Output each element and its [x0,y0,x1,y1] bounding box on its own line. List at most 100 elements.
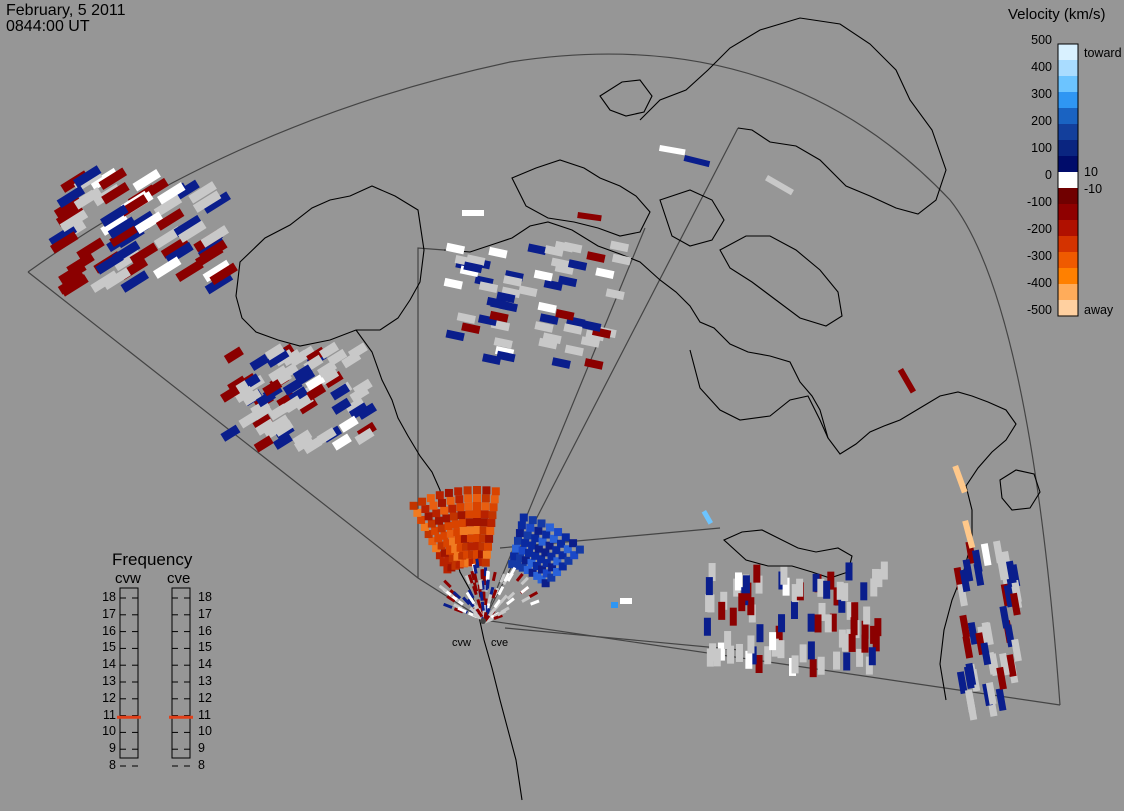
echo-cell [527,558,536,567]
colorbar-swatch [1058,124,1078,141]
frequency-tick-label: 8 [198,758,205,772]
echo-cell [609,240,630,253]
echo-cell [502,275,523,287]
echo-cell [95,252,124,275]
echo-cell [438,584,448,593]
echo-cell [580,336,601,348]
echo-cell [345,397,366,415]
echo-cell [605,288,625,301]
frequency-tick-label: 10 [102,724,116,739]
echo-cell [440,506,449,515]
echo-cell [521,556,530,565]
echo-cell [493,337,513,349]
echo-cell [282,395,303,413]
echo-cell [734,572,742,591]
echo-cell [473,486,481,494]
echo-cell [50,231,79,254]
echo-cell [515,529,524,538]
colorbar-swatch [1058,252,1078,269]
echo-cell [487,607,497,617]
bc-coast [355,329,523,801]
echo-cell [464,502,473,511]
echo-cell [463,261,483,274]
echo-cell [503,572,511,582]
echo-cell [769,632,777,651]
echo-cell [458,551,467,560]
echo-cell [985,682,997,705]
echo-cell [462,542,471,551]
echo-cell [483,617,494,624]
echo-cell [701,510,713,525]
echo-cell [713,648,721,667]
echo-cell [483,542,492,551]
echo-cell [528,591,539,599]
echo-cell [860,582,868,601]
site-label-cvw: cvw [452,637,471,649]
echo-cell [449,537,458,546]
echo-cell [473,518,481,526]
echo-cell [465,518,474,527]
echo-cell [611,602,618,608]
echo-cell [273,419,294,437]
echo-cell [57,272,87,295]
echo-cell [461,322,481,335]
echo-cell [278,362,299,381]
echo-cell [101,182,130,205]
echo-cell [479,591,484,601]
greenland-coast [639,17,947,215]
echo-cell [488,511,497,520]
velocity-tick-label: 400 [1031,60,1052,74]
echo-cell [356,402,378,420]
velocity-tick-label: 100 [1031,141,1052,155]
echo-cell [552,546,561,555]
echo-cell [508,560,517,569]
velocity-tick-label: 300 [1031,87,1052,101]
echo-cell [297,397,318,415]
echo-cell [814,614,822,633]
velocity-tick-label: -100 [1026,195,1052,209]
frequency-panel [117,587,193,767]
echo-cell [178,220,207,243]
colorbar-swatch [1058,140,1078,157]
echo-cell [288,349,309,367]
echo-cell [460,534,469,543]
echo-cell [424,512,433,521]
echo-cell [489,586,495,597]
echo-cell [473,550,481,558]
echo-cell [534,321,554,333]
colorbar-swatch [1058,300,1078,317]
echo-cell [528,568,537,577]
echo-cell [487,594,493,604]
echo-cell [705,577,713,596]
echo-cell [445,546,454,555]
echo-cell [479,526,488,535]
colorbar-swatch [1058,172,1078,189]
echo-cell [454,535,463,544]
echo-cell [445,242,466,255]
colorbar-swatch [1058,108,1078,125]
echo-cell [453,552,462,561]
echo-cell [506,591,516,601]
echo-cell [481,353,502,365]
echo-cell [473,534,481,542]
echo-cell [440,548,449,557]
echo-cell [706,648,714,667]
colorbar-swatch [1058,156,1078,173]
echo-cell [807,641,815,660]
echo-cell [1011,638,1022,662]
echo-cell [534,544,543,553]
echo-cell [100,204,129,227]
echo-cell [58,262,87,285]
echo-cell [518,285,538,297]
echo-cell [799,644,807,663]
echo-cell [537,519,546,528]
echo-cell [850,617,858,636]
echo-cell [515,572,524,582]
frequency-tick-label: 9 [198,741,205,756]
echo-cell [434,534,443,543]
echo-cell [547,552,556,561]
echo-cell [966,697,978,721]
echo-cell [564,556,573,565]
echo-cell [437,498,446,507]
frequency-tick-label: 12 [102,690,116,705]
